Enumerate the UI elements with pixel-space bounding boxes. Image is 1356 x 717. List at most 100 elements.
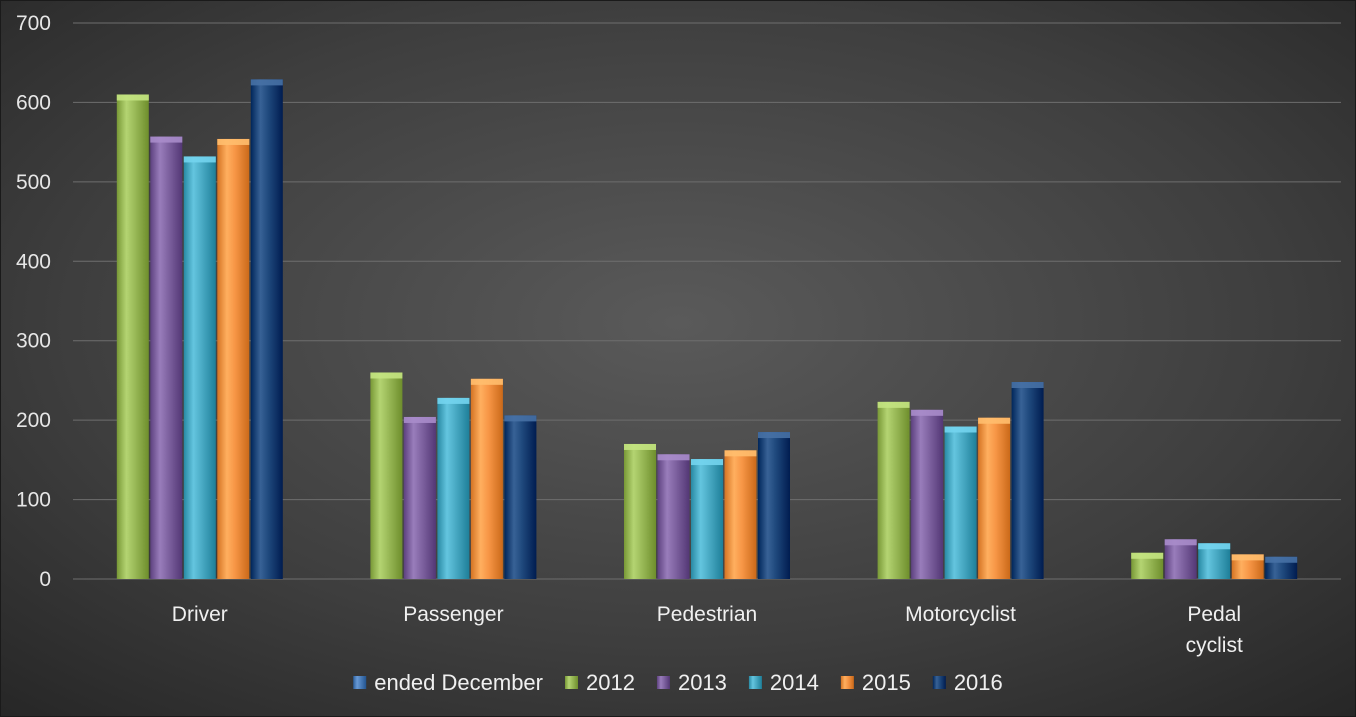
bar-body: [183, 156, 216, 579]
bar: [504, 415, 537, 579]
bar-body: [911, 409, 944, 579]
x-category-label: Driver: [172, 603, 228, 626]
y-tick-label: 100: [16, 489, 51, 512]
bar-cap: [370, 372, 403, 379]
bar-body: [944, 426, 977, 579]
legend-label: 2016: [954, 670, 1003, 695]
bar-body: [1011, 382, 1044, 579]
bars: [116, 79, 1298, 580]
legend-swatch: [565, 676, 579, 689]
bar-body: [470, 378, 503, 579]
bar: [657, 454, 690, 579]
legend-swatch: [656, 676, 670, 689]
bar: [470, 378, 503, 579]
bar-cap: [1131, 552, 1164, 559]
bar-body: [724, 450, 757, 579]
y-axis-tick-labels: 0 100 200 300 400 500 600 700: [16, 12, 51, 591]
bar-cap: [217, 138, 250, 145]
legend-entry: 2013: [656, 670, 727, 695]
bar-body: [624, 443, 656, 579]
y-tick-label: 700: [16, 12, 51, 35]
legend-label: 2013: [678, 670, 727, 695]
bar-body: [370, 372, 403, 579]
bar-body: [758, 432, 790, 579]
bar: [1198, 543, 1231, 579]
bar-cap: [504, 415, 537, 422]
bar-cap: [724, 450, 757, 457]
bar-cap: [1011, 382, 1044, 389]
bar-cap: [691, 459, 723, 466]
bar: [624, 443, 656, 579]
bar-body: [657, 454, 690, 579]
bar-cap: [183, 156, 216, 163]
y-tick-label: 600: [16, 91, 51, 114]
bar-body: [504, 415, 537, 579]
legend-entry: 2015: [840, 670, 911, 695]
bar: [250, 79, 283, 579]
y-tick-label: 0: [39, 568, 51, 591]
bar-cap: [1164, 539, 1197, 546]
bar-body: [437, 397, 470, 579]
bar-cap: [978, 417, 1011, 424]
bar: [217, 138, 250, 580]
y-tick-label: 200: [16, 409, 51, 432]
bar-cap: [150, 136, 183, 143]
legend-label: 2012: [586, 670, 635, 695]
bar-body: [250, 79, 283, 579]
bar: [437, 397, 470, 579]
bar-cap: [250, 79, 283, 86]
bar-body: [691, 459, 723, 579]
bar: [116, 94, 149, 579]
bar: [370, 372, 403, 579]
bar: [1011, 382, 1044, 579]
bar-cap: [1198, 543, 1231, 550]
bar-body: [1164, 539, 1197, 579]
x-axis-category-labels: Driver Passenger Pedestrian Motorcyclist Ped…: [172, 603, 1243, 657]
bar-body: [116, 94, 149, 579]
legend-swatch: [353, 676, 367, 689]
x-category-label: Motorcyclist: [905, 603, 1016, 626]
bar: [1164, 539, 1197, 579]
bar-cap: [470, 378, 503, 385]
legend-swatch: [932, 676, 946, 689]
bar-cap: [403, 416, 436, 423]
bar-cap: [758, 432, 790, 439]
bar: [183, 156, 216, 579]
legend-label: 2014: [770, 670, 819, 695]
bar: [150, 136, 183, 579]
bar: [911, 409, 944, 579]
bar: [1231, 554, 1264, 579]
bar-cap: [657, 454, 690, 461]
y-tick-label: 500: [16, 171, 51, 194]
bar-cap: [437, 397, 470, 404]
bar: [1131, 552, 1164, 579]
bar: [877, 401, 910, 579]
bar: [724, 450, 757, 579]
bar-cap: [624, 443, 656, 450]
bar-cap: [877, 401, 910, 408]
bar: [978, 417, 1011, 579]
bar-body: [877, 401, 910, 579]
legend-entry: ended December: [353, 670, 543, 695]
bar-cap: [911, 409, 944, 416]
bar-body: [403, 416, 436, 579]
bar-body: [978, 417, 1011, 579]
legend-label: ended December: [374, 670, 543, 695]
bar: [944, 426, 977, 579]
bar: [758, 432, 790, 579]
y-tick-label: 400: [16, 250, 51, 273]
legend-swatch: [840, 676, 854, 689]
x-category-label: Pedestrian: [657, 603, 757, 626]
legend-label: 2015: [862, 670, 911, 695]
bar: [1265, 556, 1298, 579]
x-category-label: Pedal cyclist: [1186, 603, 1243, 657]
bar-cap: [1231, 554, 1264, 561]
bar-body: [217, 138, 250, 580]
y-tick-label: 300: [16, 330, 51, 353]
legend-entry: 2014: [748, 670, 819, 695]
x-category-label: Passenger: [403, 603, 503, 626]
bar: [403, 416, 436, 579]
legend-swatch: [748, 676, 762, 689]
